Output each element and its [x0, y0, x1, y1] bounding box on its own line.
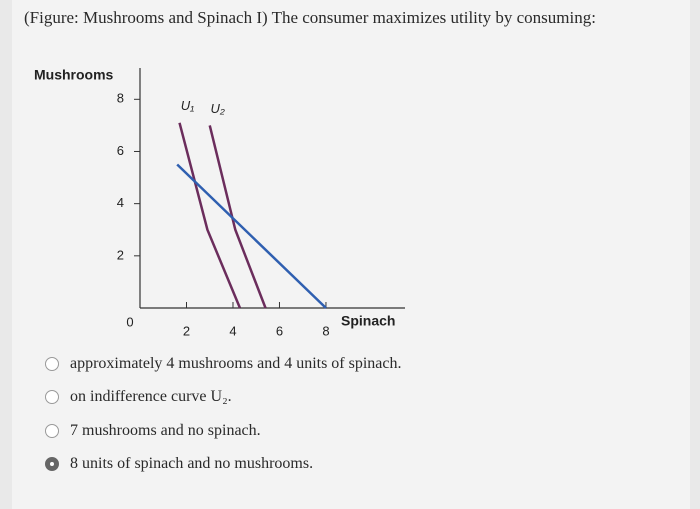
x-tick-label: 4 [229, 323, 236, 338]
radio-button[interactable] [45, 390, 59, 404]
panel [12, 0, 690, 509]
curve-label: U₁ [181, 98, 195, 113]
option-text: on indifference curve U₂. [70, 388, 232, 405]
series-line [176, 163, 327, 309]
curve-label: U₂ [211, 101, 225, 116]
question: (Figure: Mushrooms and Spinach I) The co… [24, 8, 596, 27]
series-line [208, 125, 267, 309]
option[interactable]: 8 units of spinach and no mushrooms. [45, 452, 313, 476]
x-tick-label: 2 [183, 323, 190, 338]
option[interactable]: 7 mushrooms and no spinach. [45, 419, 261, 443]
y-axis-label: Mushrooms [34, 67, 114, 83]
x-tick-label: 6 [276, 323, 283, 338]
option-text: approximately 4 mushrooms and 4 units of… [70, 355, 402, 372]
option[interactable]: on indifference curve U₂. [45, 385, 232, 409]
series-line [178, 122, 242, 309]
option[interactable]: approximately 4 mushrooms and 4 units of… [45, 352, 402, 376]
x-axis-label: Spinach [341, 313, 395, 329]
radio-button[interactable] [45, 357, 59, 371]
x-tick-label: 8 [322, 323, 329, 338]
origin-label: 0 [126, 314, 133, 329]
y-tick-label: 6 [117, 143, 124, 158]
radio-button[interactable] [45, 424, 59, 438]
option-text: 7 mushrooms and no spinach. [70, 422, 261, 439]
y-tick-label: 4 [117, 195, 124, 210]
y-tick-label: 2 [117, 247, 124, 262]
y-tick-label: 8 [117, 91, 124, 106]
option-text: 8 units of spinach and no mushrooms. [70, 455, 314, 472]
radio-button[interactable] [45, 457, 59, 471]
